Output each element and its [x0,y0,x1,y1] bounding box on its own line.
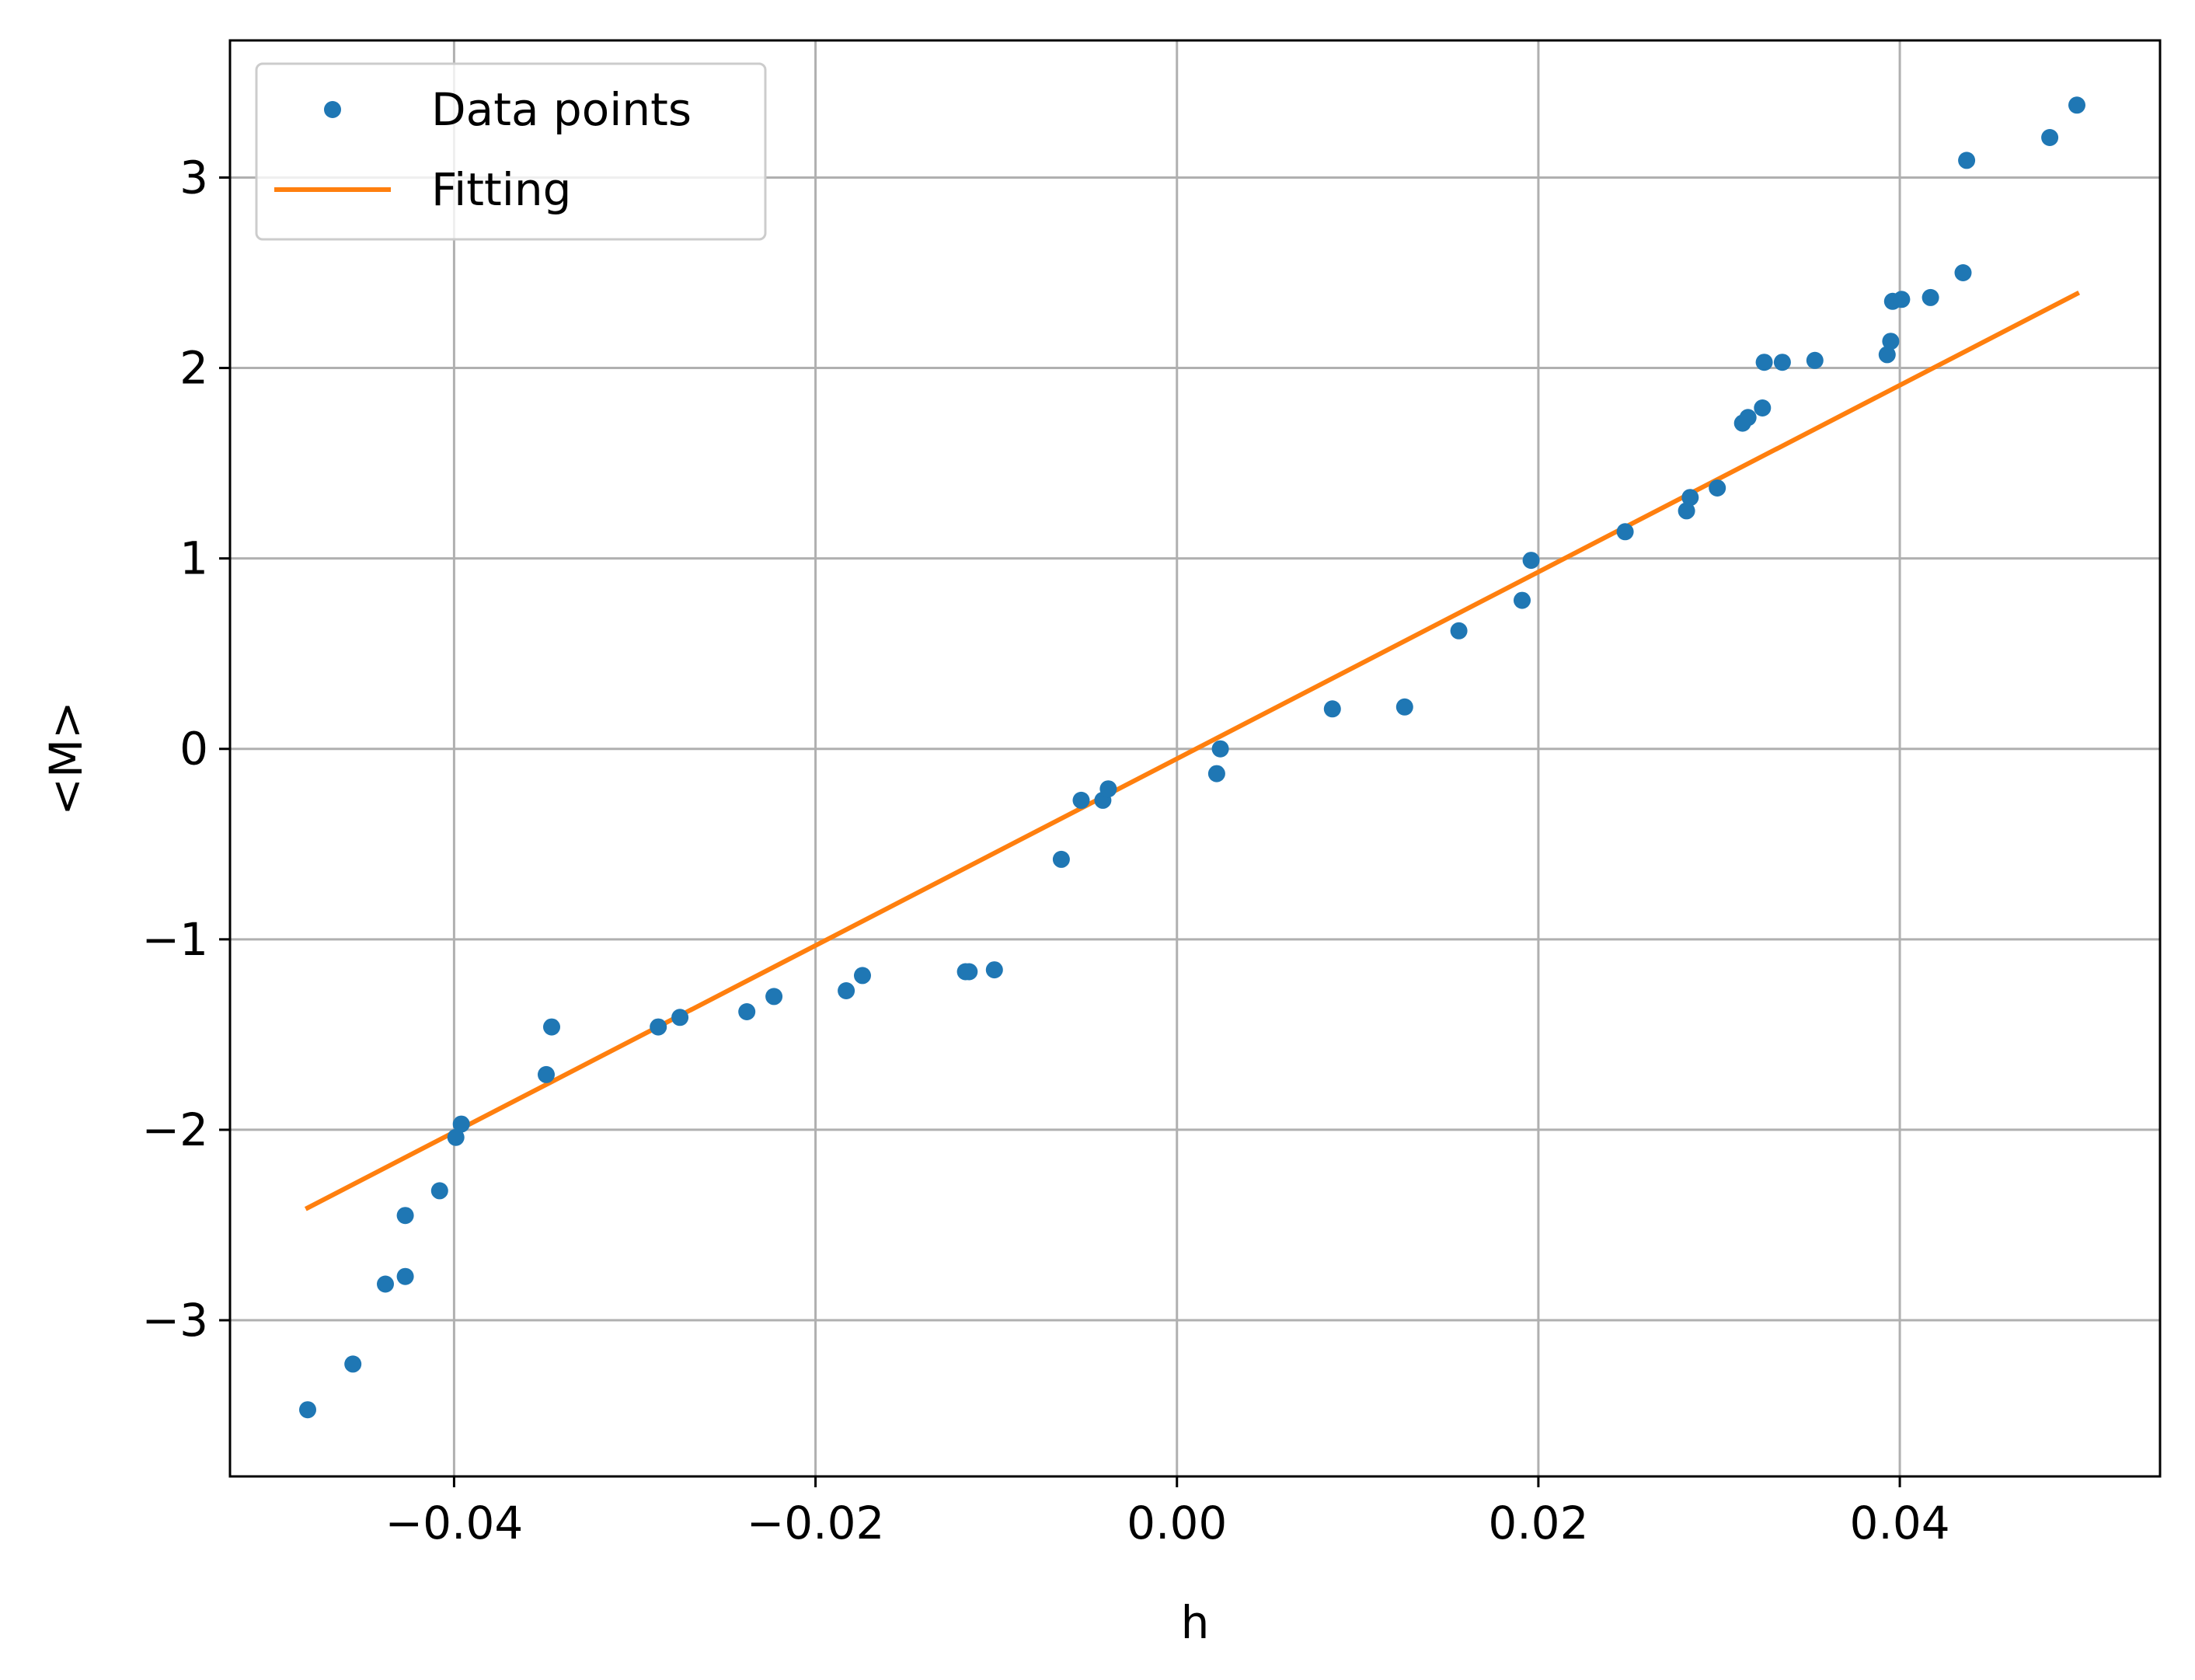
legend-label-fitting: Fitting [431,163,571,216]
x-tick-label: 0.00 [1127,1497,1227,1549]
data-point [452,1115,470,1133]
legend: Data points Fitting [255,62,767,241]
data-point [1522,552,1540,570]
y-tick-label: 3 [179,151,208,204]
data-point [2041,129,2059,146]
legend-box [255,62,767,241]
data-point [838,982,855,999]
data-point [1806,351,1824,369]
data-point [1755,354,1773,371]
data-point [738,1003,756,1020]
data-point [1958,152,1976,169]
legend-marker-data-points [324,101,341,118]
data-point [377,1275,394,1293]
data-point [854,967,871,985]
y-tick-label: 1 [179,532,208,585]
x-tick-label: 0.02 [1488,1497,1588,1549]
data-point [2068,96,2085,114]
data-point [543,1018,560,1036]
data-point [1099,780,1117,798]
y-tick-label: 2 [179,342,208,395]
data-point [1323,700,1341,718]
plot-frame [228,39,2162,1478]
data-point [396,1267,414,1285]
data-points-layer [299,96,2085,1419]
data-point [1739,409,1757,427]
data-point [1709,479,1726,497]
data-point [396,1207,414,1225]
x-axis-ticks: −0.04 −0.02 0.00 0.02 0.04 [385,1476,1950,1549]
data-point [1395,698,1413,716]
x-axis-label: h [1181,1596,1210,1649]
data-point [1072,791,1090,809]
y-tick-label: 0 [179,723,208,776]
data-point [1450,622,1468,640]
data-point [1207,765,1225,782]
data-point [447,1128,465,1146]
x-tick-label: 0.04 [1850,1497,1950,1549]
fit-line [304,290,2081,1211]
y-axis-ticks: −3 −2 −1 0 1 2 3 [142,151,230,1347]
data-point [538,1065,555,1083]
data-point [1754,399,1772,417]
data-point [1921,288,1939,306]
data-point [671,1009,689,1026]
data-point [1616,523,1634,541]
data-point [299,1401,316,1419]
y-tick-label: −2 [142,1103,209,1156]
data-point [960,963,978,981]
data-point [650,1018,667,1036]
x-tick-label: −0.02 [747,1497,885,1549]
data-point [765,988,783,1006]
data-point [985,961,1003,979]
data-point [1211,740,1229,758]
data-point [1514,591,1531,609]
data-point [1681,489,1699,507]
legend-label-data-points: Data points [431,83,692,136]
y-axis-label: <M> [40,701,92,815]
fit-line-layer [304,290,2081,1211]
data-point [1773,354,1791,371]
y-tick-label: −3 [142,1294,209,1347]
data-point [1052,850,1070,868]
x-tick-label: −0.04 [385,1497,524,1549]
data-point [344,1355,362,1373]
data-point [1954,264,1972,281]
data-point [1882,333,1900,350]
data-point [430,1182,448,1200]
data-point [1893,291,1911,308]
y-tick-label: −1 [142,913,209,966]
data-point [1678,502,1695,520]
data-point [1878,346,1896,364]
